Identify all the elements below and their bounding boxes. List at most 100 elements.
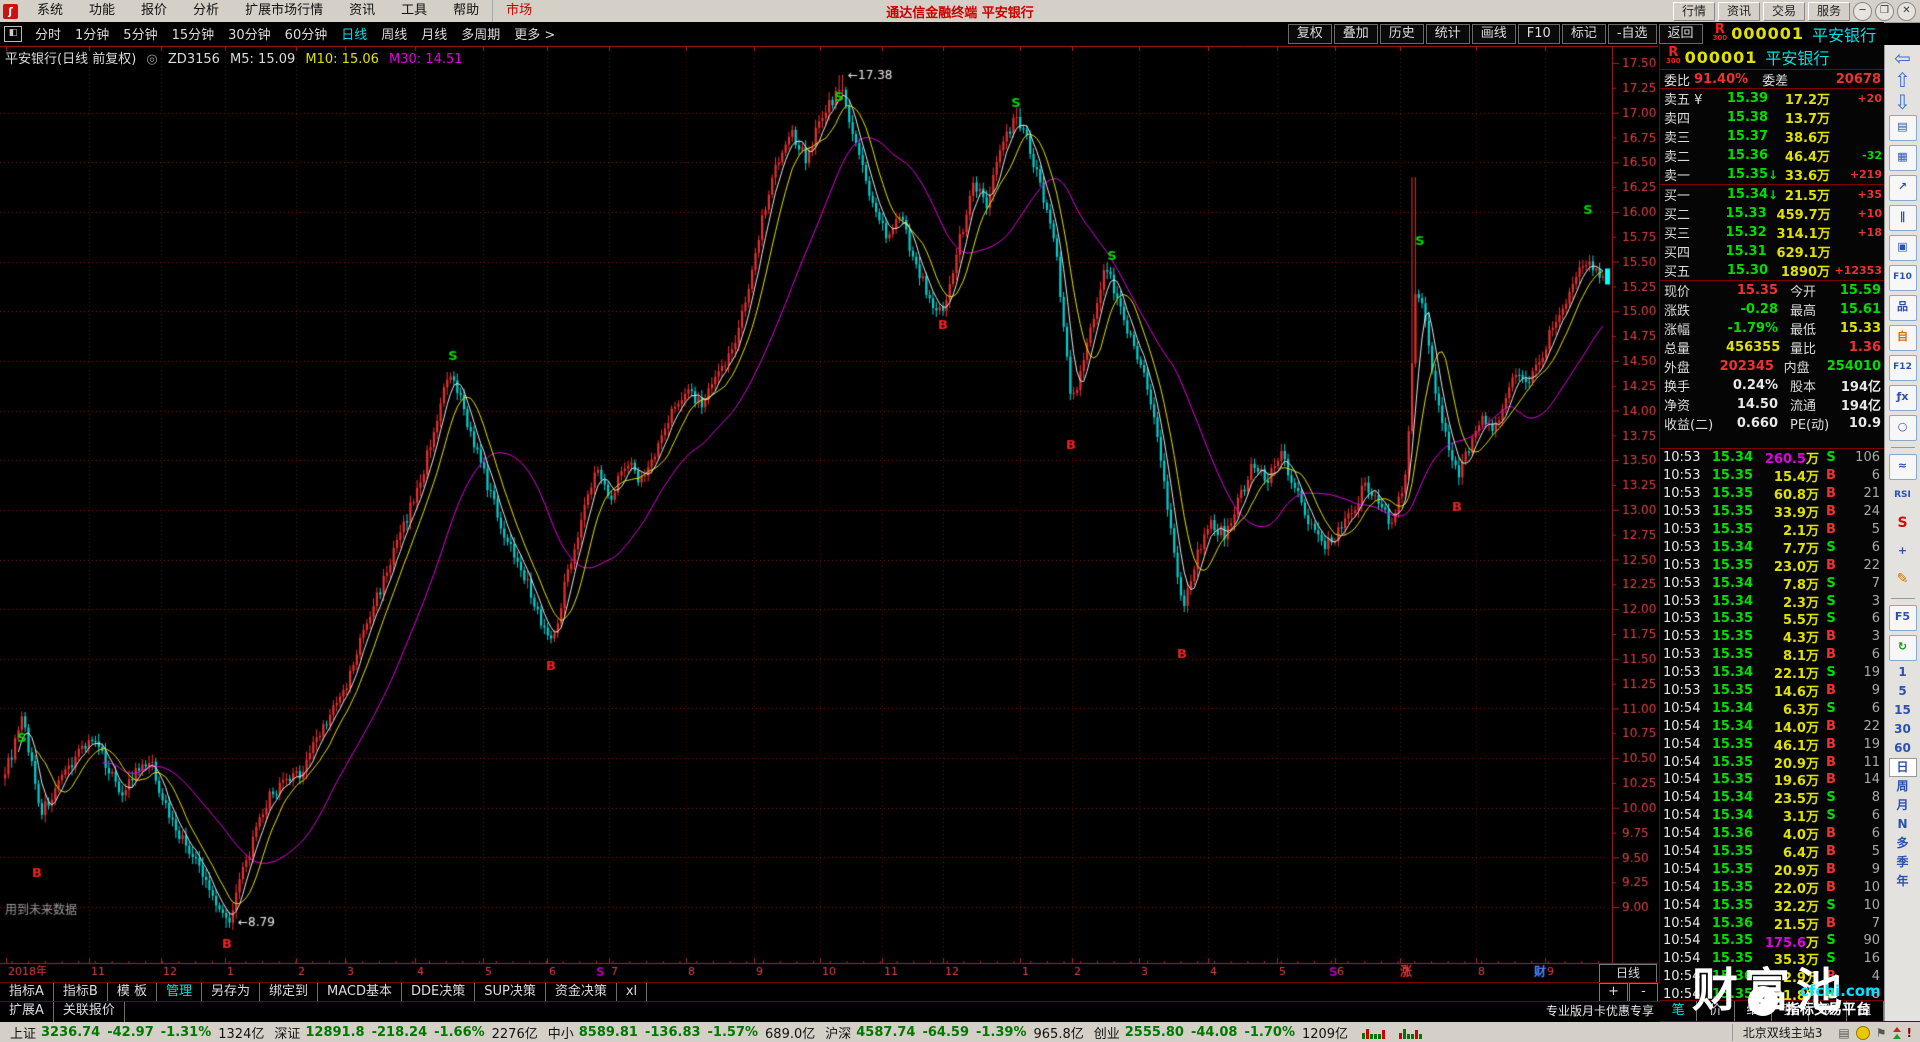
up-arrow-icon[interactable]: ⇧ [1894,68,1911,92]
strip-period-日[interactable]: 日 [1888,758,1917,777]
titlebar-button-0[interactable]: 行情 [1672,1,1715,21]
strip-period-15[interactable]: 15 [1894,703,1911,717]
indicator-tab-1[interactable]: 指标B [54,983,108,1002]
menu-item-5[interactable]: 资讯 [349,3,376,18]
promo-text[interactable]: 专业版月卡优惠专享 [1545,1004,1654,1018]
strip-period-5[interactable]: 5 [1898,684,1907,698]
toolbar-button-8[interactable]: 返回 [1658,23,1703,44]
indicator-tab-8[interactable]: SUP决策 [475,983,546,1002]
period-box[interactable]: 日线 [1599,964,1657,983]
ask-level-1-row[interactable]: 卖一 15.35 ↓ 33.6万 +219 [1664,167,1882,184]
titlebar-button-3[interactable]: 服务 [1807,1,1850,21]
menu-item-0[interactable]: 系统 [37,3,64,18]
index-segment-3[interactable]: 沪深 4587.74 -64.59 -1.39% 965.8亿 [825,1025,1084,1042]
market-mini-chart-icon[interactable] [1362,1027,1386,1039]
period-tab-2[interactable]: 5分钟 [123,28,158,43]
market-mini-chart-icon-2[interactable] [1399,1027,1423,1039]
period-tab-5[interactable]: 60分钟 [284,28,328,43]
f10-icon[interactable]: F10 [1888,265,1917,291]
refresh-icon[interactable]: ↻ [1888,635,1917,661]
panel-tab-0[interactable]: 笔 [1660,1001,1698,1021]
server-station[interactable]: 北京双线主站3 [1731,1024,1833,1041]
titlebar-button-1[interactable]: 资讯 [1717,1,1760,21]
f5-icon[interactable]: F5 [1888,605,1917,631]
toolbar-button-5[interactable]: F10 [1517,23,1560,44]
titlebar-button-2[interactable]: 交易 [1762,1,1805,21]
panel-tab-1[interactable]: 价 [1697,1001,1735,1021]
menu-item-market[interactable]: 市场 [492,0,545,22]
structure-icon[interactable]: 品 [1888,295,1917,321]
index-segment-2[interactable]: 中小 8589.81 -136.83 -1.57% 689.0亿 [547,1025,816,1042]
toolbar-button-1[interactable]: 叠加 [1333,23,1378,44]
panel-tab-5[interactable]: 值 [1847,1001,1884,1021]
period-tab-0[interactable]: 分时 [35,28,62,43]
indicator-tab-4[interactable]: 另存为 [202,983,260,1002]
signal-light-icon[interactable] [1892,1026,1901,1040]
self-info-icon[interactable]: 自 [1888,325,1917,351]
menu-item-1[interactable]: 功能 [89,3,116,18]
toolbar-button-6[interactable]: 标记 [1561,23,1606,44]
multi-chart-icon[interactable]: ▣ [1888,235,1917,261]
toolbar-button-3[interactable]: 统计 [1425,23,1470,44]
quote-list-icon[interactable]: ▤ [1838,1025,1850,1040]
index-segment-1[interactable]: 深证 12891.8 -218.24 -1.66% 2276亿 [274,1025,538,1042]
menu-item-6[interactable]: 工具 [401,3,428,18]
index-segment-4[interactable]: 创业 2555.80 -44.08 -1.70% 1209亿 [1093,1025,1349,1042]
s-indicator-icon[interactable]: S [1897,515,1908,531]
extension-tab-0[interactable]: 扩展A [0,1002,54,1022]
panel-tab-3[interactable]: 势 [1772,1001,1810,1021]
strip-period-1[interactable]: 1 [1898,665,1907,679]
formula-icon[interactable]: ƒx [1888,385,1917,411]
menu-item-7[interactable]: 帮助 [453,3,480,18]
restore-button[interactable]: ❐ [1875,1,1894,21]
zoom-in-button[interactable]: + [1599,983,1628,1002]
ask-level-2-row[interactable]: 卖二 15.36 46.4万 -32 [1664,148,1882,165]
quote-table-icon[interactable]: ▦ [1888,145,1917,171]
indicator-tab-10[interactable]: xl [617,983,648,1002]
f12-icon[interactable]: F12 [1888,355,1917,381]
panel-tab-4[interactable]: 联 [1809,1001,1847,1021]
toolbar-button-0[interactable]: 复权 [1287,23,1332,44]
indicator-name[interactable]: ZD3156 [167,52,220,67]
minimize-button[interactable]: ─ [1853,1,1872,21]
tick-list[interactable]: 10:53 15.34 260.5万 S 106 10:53 15.35 15.4万 B 6 10:… [1660,448,1884,1001]
indicator-tab-9[interactable]: 资金决策 [546,983,617,1002]
coin-icon[interactable] [1855,1025,1870,1040]
strip-period-30[interactable]: 30 [1894,722,1911,736]
layout-toggle-icon[interactable]: ◧ [4,25,22,42]
bid-level-3-row[interactable]: 买三 15.32 314.1万 +18 [1664,225,1882,242]
expander-icon[interactable]: ◎ [146,52,158,67]
bid-level-5-row[interactable]: 买五 15.30 1890万 +12353 [1664,263,1882,280]
strip-period-季[interactable]: 季 [1896,855,1909,869]
menu-item-2[interactable]: 报价 [141,3,168,18]
period-tab-6[interactable]: 日线 [341,28,368,43]
toolbar-button-7[interactable]: -自选 [1607,23,1657,44]
strip-period-N[interactable]: N [1897,817,1908,831]
indicator-tab-2[interactable]: 模 板 [108,983,157,1002]
bid-level-1-row[interactable]: 买一 15.34 ↓ 21.5万 +35 [1664,187,1882,204]
period-tab-3[interactable]: 15分钟 [171,28,215,43]
connection-icon[interactable]: ⚑ [1875,1025,1887,1040]
indicator-tab-7[interactable]: DDE决策 [402,983,476,1002]
down-arrow-icon[interactable]: ⇩ [1894,90,1911,114]
trend-line-icon[interactable]: ↗ [1888,175,1917,201]
strip-period-60[interactable]: 60 [1894,741,1911,755]
period-tab-4[interactable]: 30分钟 [228,28,271,43]
bid-level-2-row[interactable]: 买二 15.33 459.7万 +10 [1664,206,1882,223]
ask-level-4-row[interactable]: 卖四 15.38 13.7万 [1664,110,1830,127]
period-tab-9[interactable]: 多周期 [461,28,501,43]
pencil-icon[interactable]: ✎ [1896,571,1909,587]
kline-icon[interactable]: ∥ [1888,205,1917,231]
wave-icon[interactable]: ≈ [1888,454,1917,480]
strip-period-多[interactable]: 多 [1896,836,1909,850]
indicator-tab-3[interactable]: 管理 [157,983,202,1002]
close-button[interactable]: ✕ [1897,1,1916,21]
menu-item-3[interactable]: 分析 [193,3,220,18]
menu-item-4[interactable]: 扩展市场行情 [245,3,324,18]
indicator-tab-5[interactable]: 绑定到 [260,983,319,1002]
period-tab-10[interactable]: 更多 > [514,28,556,43]
move-cross-icon[interactable]: + [1897,544,1908,557]
report-icon[interactable]: ▤ [1888,115,1917,141]
period-tab-7[interactable]: 周线 [381,28,408,43]
indicator-tab-0[interactable]: 指标A [0,983,54,1002]
